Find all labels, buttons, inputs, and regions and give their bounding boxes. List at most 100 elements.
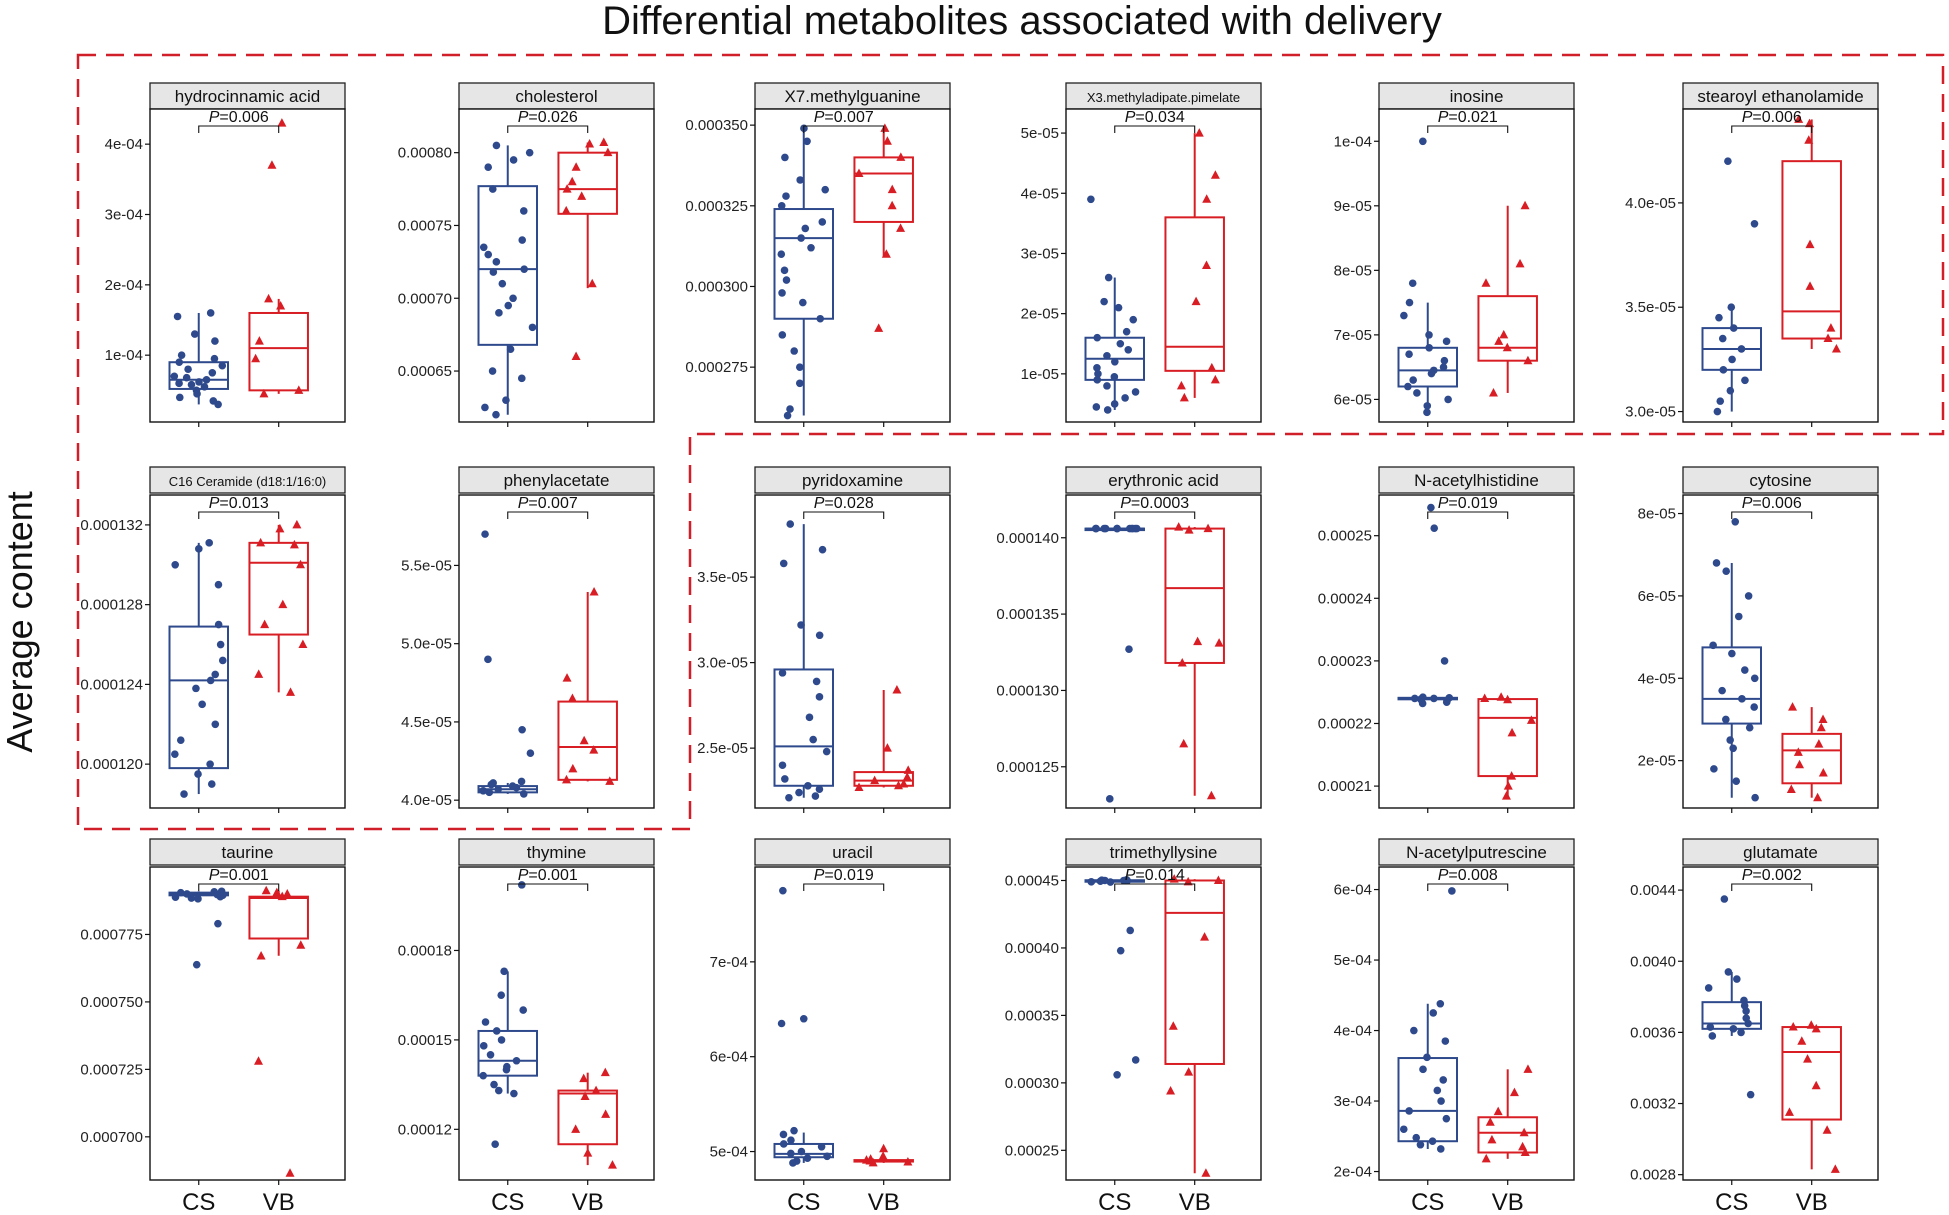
data-point-vb xyxy=(887,200,897,210)
box-cs xyxy=(773,668,834,787)
data-point-cs xyxy=(1404,382,1412,391)
y-tick-label: 3e-05 xyxy=(1021,245,1059,262)
y-tick-label: 0.000325 xyxy=(685,198,748,215)
data-point-cs xyxy=(195,545,203,553)
data-point-cs xyxy=(779,886,787,895)
y-tick-label: 0.00075 xyxy=(398,217,452,234)
y-tick-label: 5.5e-05 xyxy=(401,557,452,574)
y-tick-label: 3.5e-05 xyxy=(1625,299,1676,316)
data-point-cs xyxy=(1441,1037,1450,1045)
data-point-vb xyxy=(1200,932,1210,941)
data-point-cs xyxy=(492,1027,501,1035)
strip-title: taurine xyxy=(222,843,274,862)
data-point-vb xyxy=(278,599,288,609)
strip-title: hydrocinnamic acid xyxy=(175,87,321,106)
p-value-label: P=0.007 xyxy=(518,495,578,512)
data-point-cs xyxy=(782,276,791,284)
p-value-symbol: P xyxy=(1742,109,1753,126)
data-point-cs xyxy=(787,1149,795,1158)
data-point-cs xyxy=(1110,373,1119,381)
panel-14: thymine 0.00012 0.00015 0.00018 CS VB P=0.001 xyxy=(398,838,655,1215)
data-point-vb xyxy=(580,1091,590,1101)
y-tick-label: 0.00021 xyxy=(1318,778,1372,795)
data-point-vb xyxy=(264,293,274,303)
data-point-cs xyxy=(497,1036,506,1044)
data-point-cs xyxy=(502,1065,511,1074)
box-cs xyxy=(477,1029,538,1077)
data-point-vb xyxy=(1203,523,1213,533)
data-point-vb xyxy=(267,160,277,169)
data-point-cs xyxy=(182,373,191,382)
data-point-cs xyxy=(778,761,787,770)
strip-background xyxy=(1065,466,1262,494)
data-point-vb xyxy=(601,1109,611,1118)
data-point-vb xyxy=(1194,128,1204,137)
data-point-cs xyxy=(789,1159,797,1167)
y-tick-label: 7e-05 xyxy=(1334,327,1372,344)
p-value-number: =0.0003 xyxy=(1131,495,1189,512)
y-tick-label: 0.0036 xyxy=(1630,1024,1676,1041)
data-point-cs xyxy=(1103,382,1111,390)
data-point-vb xyxy=(1485,1117,1495,1126)
data-point-vb xyxy=(1788,702,1798,711)
data-point-vb xyxy=(607,1160,617,1169)
significance-bracket xyxy=(1427,883,1509,891)
data-point-vb xyxy=(1507,727,1517,737)
data-point-vb xyxy=(600,1067,610,1077)
box-cs xyxy=(1701,646,1762,725)
data-point-vb xyxy=(1179,392,1189,402)
panel-11: N-acetylhistidine 0.00021 0.00022 0.00023 0.… xyxy=(1318,466,1575,813)
data-point-cs xyxy=(805,713,814,722)
data-point-vb xyxy=(1176,380,1186,390)
p-value-symbol: P xyxy=(518,495,529,512)
data-point-cs xyxy=(517,374,526,383)
data-point-cs xyxy=(1400,311,1408,320)
data-point-cs xyxy=(211,670,220,679)
data-point-vb xyxy=(605,776,615,785)
data-point-cs xyxy=(1423,1053,1431,1062)
data-point-cs xyxy=(815,631,824,640)
data-point-vb xyxy=(256,537,266,547)
data-point-cs xyxy=(175,393,184,402)
data-point-vb xyxy=(899,779,909,788)
data-point-vb xyxy=(1184,1067,1194,1076)
plot-frame xyxy=(458,866,655,1181)
data-point-cs xyxy=(1430,694,1438,703)
p-value-symbol: P xyxy=(1438,109,1449,126)
data-point-cs xyxy=(1093,364,1101,372)
plot-frame xyxy=(1065,866,1262,1181)
data-point-vb xyxy=(896,223,906,232)
y-tick-label: 0.00065 xyxy=(398,363,452,380)
strip-background xyxy=(1378,82,1575,110)
p-value-symbol: P xyxy=(1438,867,1449,884)
significance-bracket xyxy=(803,883,885,891)
data-point-cs xyxy=(1106,878,1115,886)
data-point-vb xyxy=(591,1085,601,1095)
p-value-symbol: P xyxy=(814,495,825,512)
data-point-cs xyxy=(1727,303,1736,312)
data-point-cs xyxy=(1722,567,1730,575)
y-tick-label: 0.000775 xyxy=(80,926,143,943)
x-tick-label: VB xyxy=(1796,1189,1828,1215)
x-tick-label: CS xyxy=(1098,1189,1131,1215)
p-value-number: =0.028 xyxy=(824,495,873,512)
data-point-cs xyxy=(484,250,493,259)
data-point-cs xyxy=(1733,975,1741,983)
data-point-vb xyxy=(599,137,609,146)
data-point-cs xyxy=(488,185,497,193)
y-tick-label: 0.00024 xyxy=(1318,590,1372,607)
data-point-cs xyxy=(779,559,788,568)
data-point-cs xyxy=(187,380,196,389)
p-value-number: =0.001 xyxy=(219,867,268,884)
data-point-cs xyxy=(1433,1086,1442,1095)
panel-grid: hydrocinnamic acid1e-042e-043e-044e-04P=… xyxy=(80,82,1879,1215)
panel-18: glutamate 0.0028 0.0032 0.0036 0.0040 0.0044 C… xyxy=(1630,838,1879,1215)
data-point-vb xyxy=(277,891,287,901)
p-value-symbol: P xyxy=(1125,867,1136,884)
p-value-number: =0.021 xyxy=(1448,109,1497,126)
data-point-cs xyxy=(526,749,535,758)
data-point-vb xyxy=(881,249,891,258)
data-point-vb xyxy=(1826,323,1836,332)
y-tick-label: 0.000750 xyxy=(80,994,143,1011)
data-point-cs xyxy=(187,894,196,902)
